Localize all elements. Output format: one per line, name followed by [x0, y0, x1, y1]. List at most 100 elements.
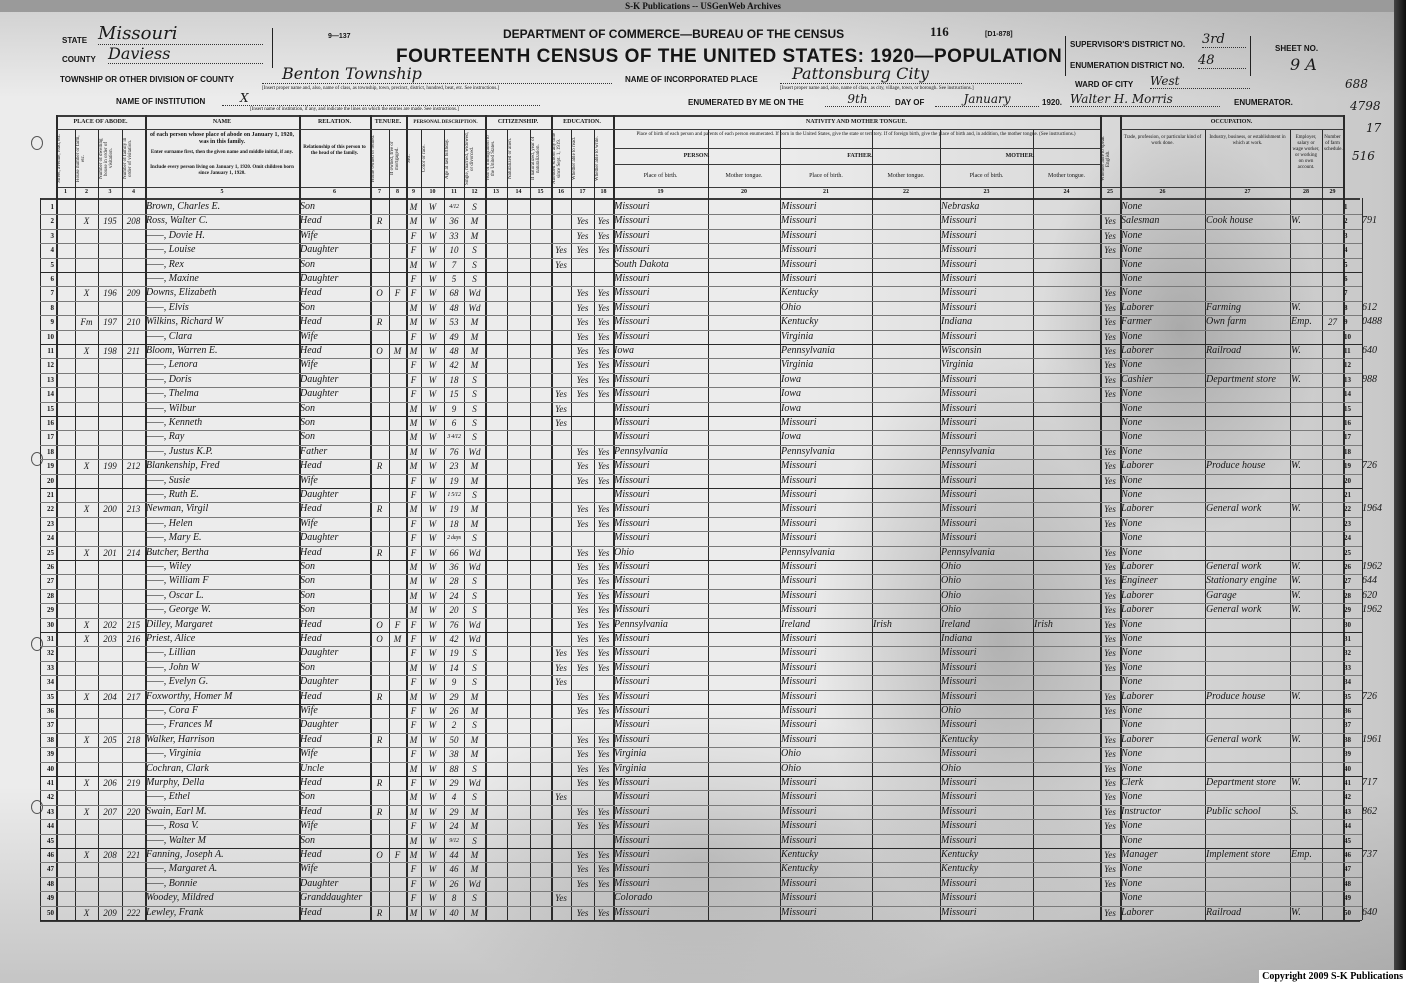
cell-birth: Virginia	[614, 748, 647, 760]
scan-edge	[1394, 0, 1406, 983]
margin-note: 737	[1362, 849, 1377, 860]
cell-sex: F	[410, 619, 417, 630]
cell-fbirth: Ohio	[781, 301, 801, 313]
cell-house: X	[83, 504, 90, 515]
column-number: 16	[558, 189, 564, 195]
cell-ind: General work	[1206, 604, 1262, 616]
line-number: 36	[1344, 707, 1351, 715]
cell-mbirth: Missouri	[941, 877, 977, 889]
cell-read: Yes	[576, 245, 589, 256]
cell-age: 9	[451, 677, 457, 688]
line-number: 24	[1344, 534, 1351, 543]
cell-birth: Missouri	[614, 460, 650, 472]
cell-color: W	[428, 605, 437, 616]
cell-occ: Laborer	[1121, 503, 1154, 515]
row-divider	[40, 819, 1362, 821]
cell-own: R	[376, 778, 383, 788]
cell-school: Yes	[555, 259, 567, 270]
cell-color: W	[428, 533, 437, 544]
cell-eng: Yes	[1104, 230, 1116, 241]
punch-hole	[31, 136, 43, 150]
cell-occ: None	[1121, 791, 1143, 803]
margin-note: 688	[1345, 77, 1368, 91]
line-number: 37	[1344, 721, 1351, 730]
cell-fam: 208	[126, 216, 141, 227]
cell-eng: Yes	[1104, 475, 1116, 486]
row-divider	[40, 243, 1362, 245]
row-divider	[40, 761, 1362, 763]
cell-mar: S	[472, 259, 477, 270]
place-of-birth-header: Place of birth.	[643, 173, 678, 179]
line-number: 13	[47, 375, 54, 384]
line-number: 38	[47, 735, 54, 744]
line-number: 47	[1344, 865, 1351, 874]
cell-dw: 197	[103, 317, 117, 328]
cell-ind: Produce house	[1206, 460, 1266, 472]
row-divider	[40, 617, 1362, 619]
cell-age: 19	[449, 504, 459, 515]
cell-birth: Missouri	[614, 805, 650, 817]
row-divider	[40, 776, 1362, 777]
cell-sex: F	[410, 634, 417, 644]
cell-sex: M	[409, 662, 418, 673]
nativity-rule	[780, 148, 940, 149]
cell-rel: Son	[300, 589, 315, 601]
cell-rel: Daughter	[300, 877, 339, 889]
institution-value: X	[222, 91, 540, 107]
cell-name: ——, Frances M	[146, 719, 213, 731]
cell-fbirth: Missouri	[781, 244, 817, 256]
cell-rel: Granddaughter	[300, 892, 363, 904]
cell-birth: Missouri	[614, 244, 650, 256]
line-number: 3	[50, 231, 55, 240]
cell-dw: 196	[103, 288, 117, 299]
cell-dw: 205	[103, 734, 117, 745]
column-header-house: House number or farm, etc.	[76, 135, 86, 182]
cell-eng: Yes	[1104, 864, 1116, 875]
cell-fbirth: Ohio	[781, 762, 801, 774]
cell-ind: Department store	[1206, 373, 1276, 385]
cell-occ: Farmer	[1121, 316, 1152, 328]
cell-rel: Head	[300, 633, 322, 644]
cell-fbirth: Missouri	[781, 273, 817, 284]
cell-write: Yes	[597, 302, 610, 313]
cell-sex: M	[409, 763, 418, 774]
line-number: 9	[1344, 318, 1348, 327]
cell-name: Lewley, Frank	[146, 906, 204, 918]
cell-ind: Cook house	[1206, 215, 1253, 227]
cell-occ: None	[1121, 705, 1143, 716]
cell-age: 66	[449, 547, 459, 558]
cell-occ: None	[1121, 719, 1143, 731]
cell-birth: Missouri	[614, 273, 650, 284]
cell-age: 20	[449, 605, 459, 616]
line-number: 14	[47, 390, 54, 399]
column-header-naturalized: Naturalized or alien.	[508, 138, 513, 179]
cell-birth: Missouri	[614, 604, 650, 616]
cell-mort: F	[394, 288, 401, 299]
cell-sex: M	[409, 835, 418, 846]
cell-name: ——, Louise	[146, 244, 196, 256]
cell-sex: M	[409, 806, 418, 817]
line-number: 29	[1344, 606, 1351, 615]
row-divider	[40, 214, 1362, 216]
cell-sex: F	[410, 533, 417, 544]
line-number: 33	[1344, 663, 1351, 672]
column-header-family: Number of family in order of visitation.	[123, 137, 133, 180]
cell-mbirth: Missouri	[941, 834, 977, 846]
cell-cls: W.	[1291, 373, 1301, 385]
cell-fbirth: Missouri	[781, 417, 817, 428]
cell-birth: Missouri	[614, 863, 650, 875]
cell-fbirth: Kentucky	[781, 863, 819, 875]
line-number: 16	[47, 419, 54, 427]
cell-own: R	[376, 691, 383, 702]
column-header-street: Street, avenue, road, etc.	[57, 133, 62, 184]
cell-mbirth: Missouri	[941, 229, 977, 241]
cell-age: 42	[449, 634, 459, 644]
cell-sex: M	[409, 216, 418, 227]
cell-eng: Yes	[1104, 850, 1116, 860]
line-number: 15	[47, 404, 54, 413]
cell-fbirth: Missouri	[781, 258, 817, 270]
cell-read: Yes	[576, 691, 589, 702]
row-divider	[40, 632, 1362, 633]
cell-cls: W.	[1291, 690, 1301, 702]
cell-fbirth: Missouri	[781, 503, 817, 515]
